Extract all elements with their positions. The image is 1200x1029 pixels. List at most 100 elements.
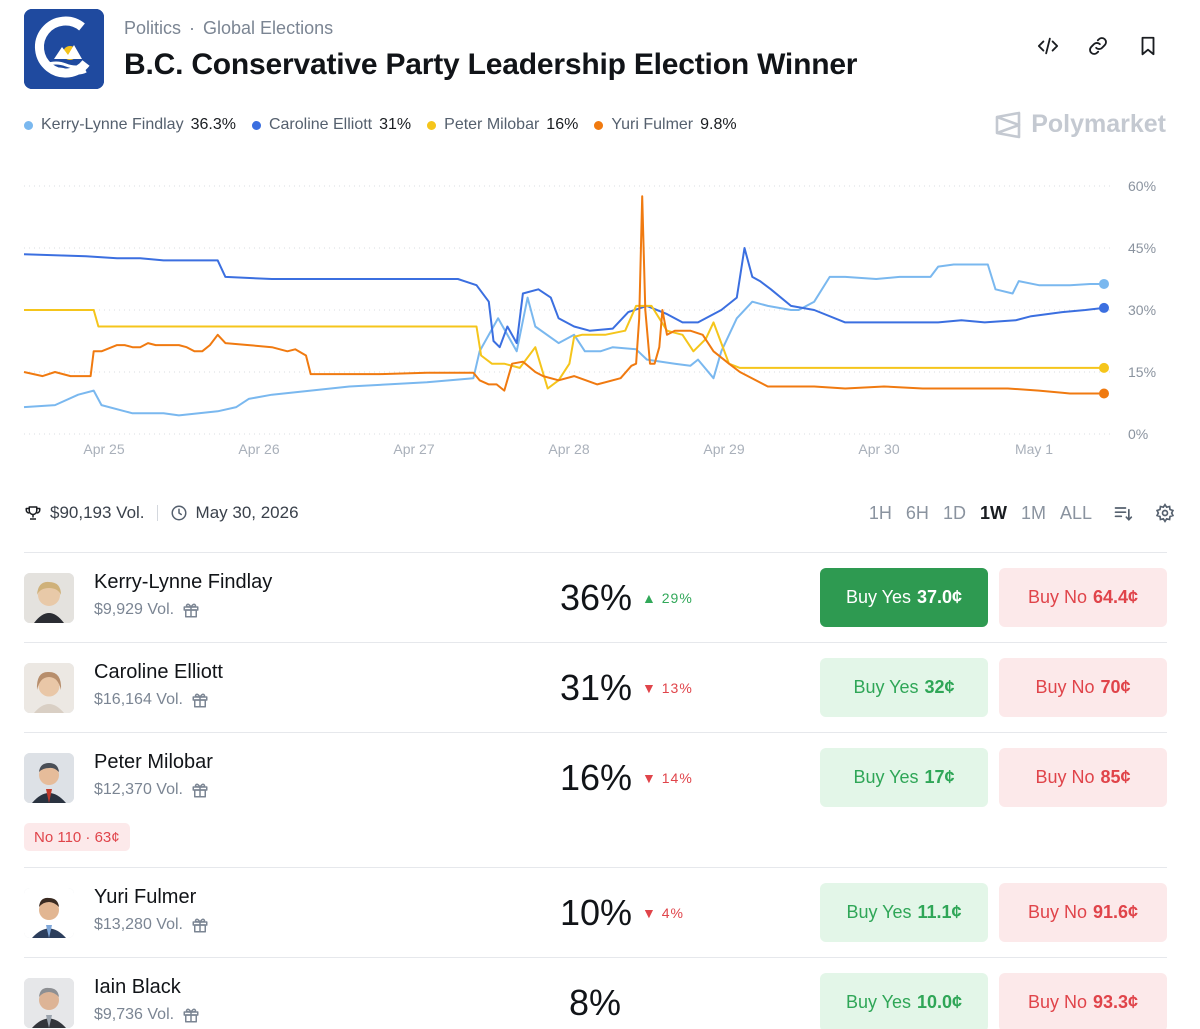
- end-date-info: May 30, 2026: [170, 503, 299, 523]
- open-order-badge[interactable]: No 110 · 63¢: [24, 823, 130, 851]
- buy-no-button[interactable]: Buy No 64.4¢: [999, 568, 1167, 627]
- legend-item[interactable]: Yuri Fulmer 9.8%: [594, 116, 737, 134]
- probability-change-value: 4%: [661, 905, 684, 921]
- range-1w[interactable]: 1W: [979, 502, 1007, 523]
- outcome-volume-value: $16,164 Vol.: [94, 691, 183, 708]
- buy-yes-label: Buy Yes: [853, 767, 919, 787]
- buy-yes-label: Buy Yes: [845, 992, 911, 1012]
- y-tick-label: 30%: [1128, 302, 1156, 318]
- outcome-volume-value: $9,929 Vol.: [94, 601, 175, 618]
- probability-change: ▼ 14%: [642, 770, 693, 786]
- avatar: [24, 888, 74, 938]
- breadcrumb-subcategory[interactable]: Global Elections: [203, 18, 334, 38]
- outcome-volume: $9,736 Vol.: [94, 1006, 200, 1024]
- avatar: [24, 663, 74, 713]
- buy-yes-button[interactable]: Buy Yes 32¢: [820, 658, 988, 717]
- outcome-row[interactable]: Iain Black $9,736 Vol. 8% Buy Yes 10.0¢ B…: [24, 957, 1167, 1029]
- bookmark-icon[interactable]: [1136, 34, 1160, 58]
- meta-divider: [156, 505, 158, 521]
- legend-pct: 31%: [379, 116, 412, 133]
- x-tick-label: Apr 27: [393, 441, 434, 457]
- range-1h[interactable]: 1H: [868, 502, 892, 523]
- probability-change: ▼ 13%: [642, 680, 693, 696]
- buy-no-button[interactable]: Buy No 93.3¢: [999, 973, 1167, 1029]
- gift-icon[interactable]: [191, 781, 209, 799]
- buy-no-label: Buy No: [1035, 677, 1095, 697]
- x-tick-label: Apr 29: [703, 441, 744, 457]
- series-end-point: [1099, 278, 1109, 289]
- outcome-volume-value: $13,280 Vol.: [94, 916, 183, 933]
- outcome-name[interactable]: Caroline Elliott: [94, 661, 223, 683]
- outcome-probability: 8%: [568, 982, 622, 1023]
- buy-no-price: 85¢: [1100, 767, 1131, 787]
- outcome-name[interactable]: Yuri Fulmer: [94, 886, 197, 908]
- code-embed-icon[interactable]: [1036, 34, 1060, 58]
- y-tick-label: 60%: [1128, 178, 1156, 194]
- buy-yes-button[interactable]: Buy Yes 37.0¢: [820, 568, 988, 627]
- outcome-name[interactable]: Peter Milobar: [94, 751, 213, 773]
- legend-item[interactable]: Caroline Elliott 31%: [251, 116, 412, 134]
- probability-change-value: 29%: [661, 590, 693, 606]
- polymarket-brand: Polymarket: [995, 110, 1166, 139]
- buy-yes-price: 17¢: [924, 767, 955, 787]
- buy-yes-button[interactable]: Buy Yes 11.1¢: [820, 883, 988, 942]
- range-6h[interactable]: 6H: [905, 502, 929, 523]
- outcome-name[interactable]: Iain Black: [94, 976, 181, 998]
- clock-icon: [171, 505, 187, 521]
- legend-item[interactable]: Peter Milobar 16%: [427, 116, 578, 134]
- breadcrumb-category[interactable]: Politics: [124, 18, 182, 38]
- legend-name: Peter Milobar: [444, 116, 540, 133]
- legend-pct: 16%: [546, 116, 579, 133]
- gift-icon[interactable]: [182, 1006, 200, 1024]
- legend-item[interactable]: Kerry-Lynne Findlay 36.3%: [24, 116, 236, 134]
- y-tick-label: 15%: [1128, 364, 1156, 380]
- trophy-icon: [25, 506, 41, 520]
- buy-yes-price: 10.0¢: [917, 992, 963, 1012]
- legend-dot: [251, 120, 261, 130]
- end-date: May 30, 2026: [195, 503, 299, 522]
- y-tick-label: 45%: [1128, 240, 1156, 256]
- buy-no-price: 70¢: [1100, 677, 1131, 697]
- buy-no-button[interactable]: Buy No 70¢: [999, 658, 1167, 717]
- buy-no-button[interactable]: Buy No 91.6¢: [999, 883, 1167, 942]
- gift-icon[interactable]: [191, 916, 209, 934]
- outcome-row[interactable]: Caroline Elliott $16,164 Vol. 31% ▼ 13% …: [24, 642, 1167, 732]
- range-1d[interactable]: 1D: [942, 502, 966, 523]
- outcome-list: Kerry-Lynne Findlay $9,929 Vol. 36% ▲ 29…: [24, 552, 1167, 1029]
- series-end-point: [1099, 362, 1109, 373]
- outcome-row[interactable]: Kerry-Lynne Findlay $9,929 Vol. 36% ▲ 29…: [24, 552, 1167, 642]
- avatar: [24, 753, 74, 803]
- outcome-row[interactable]: Peter Milobar $12,370 Vol. 16% ▼ 14% Buy…: [24, 732, 1167, 867]
- buy-no-label: Buy No: [1027, 992, 1087, 1012]
- outcome-row[interactable]: Yuri Fulmer $13,280 Vol. 10% ▼ 4% Buy Ye…: [24, 867, 1167, 957]
- buy-no-price: 64.4¢: [1092, 587, 1139, 607]
- buy-yes-button[interactable]: Buy Yes 17¢: [820, 748, 988, 807]
- range-all[interactable]: ALL: [1059, 502, 1092, 523]
- price-history-chart[interactable]: 60% 45% 30% 15% 0% Apr 25 Apr 26 Apr 27 Apr 28 Ap…: [0, 165, 1200, 465]
- link-icon[interactable]: [1086, 34, 1110, 58]
- buy-no-label: Buy No: [1027, 587, 1087, 607]
- settings-gear-icon[interactable]: [1154, 502, 1176, 524]
- buy-no-button[interactable]: Buy No 85¢: [999, 748, 1167, 807]
- legend-name: Kerry-Lynne Findlay: [41, 116, 184, 133]
- sort-icon[interactable]: [1112, 502, 1134, 524]
- triangle-down-icon: ▼: [642, 770, 657, 786]
- breadcrumb-separator: ·: [189, 18, 196, 38]
- series-line: [23, 263, 1104, 417]
- x-tick-label: May 1: [1015, 441, 1053, 457]
- buy-yes-button[interactable]: Buy Yes 10.0¢: [820, 973, 988, 1029]
- legend-pct: 36.3%: [190, 116, 236, 133]
- outcome-probability: 31%: [560, 667, 633, 708]
- legend-pct: 9.8%: [700, 116, 737, 133]
- buy-no-price: 91.6¢: [1092, 902, 1139, 922]
- brand-name: Polymarket: [1031, 110, 1166, 138]
- outcome-volume: $9,929 Vol.: [94, 601, 200, 619]
- triangle-down-icon: ▼: [642, 680, 657, 696]
- outcome-probability: 10%: [560, 892, 633, 933]
- range-1m[interactable]: 1M: [1020, 502, 1046, 523]
- gift-icon[interactable]: [182, 601, 200, 619]
- legend-dot: [427, 120, 437, 130]
- buy-no-label: Buy No: [1027, 902, 1087, 922]
- gift-icon[interactable]: [191, 691, 209, 709]
- outcome-name[interactable]: Kerry-Lynne Findlay: [94, 571, 273, 593]
